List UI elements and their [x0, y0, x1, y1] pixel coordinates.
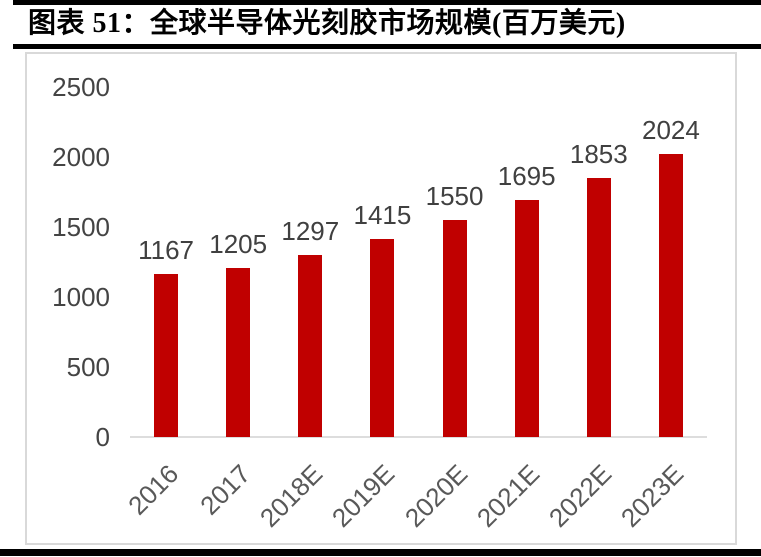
- y-tick-label: 0: [95, 422, 110, 452]
- y-tick-label: 2000: [52, 142, 110, 172]
- bar: [658, 153, 683, 437]
- bar: [370, 238, 395, 437]
- bar-value-label: 1695: [497, 160, 556, 191]
- bar-value-label: 1297: [281, 216, 340, 247]
- bar: [586, 177, 611, 437]
- bottom-rule: [0, 549, 761, 556]
- bar-value-label: 1415: [353, 199, 412, 230]
- figure-title: 图表 51：全球半导体光刻胶市场规模(百万美元): [28, 8, 626, 39]
- bar: [514, 199, 539, 437]
- x-axis-line: [130, 436, 707, 438]
- y-tick-label: 500: [66, 352, 110, 382]
- y-tick-label: 2500: [52, 72, 110, 102]
- y-tick-label: 1500: [52, 212, 110, 242]
- bar: [154, 273, 179, 437]
- y-tick-label: 1000: [52, 282, 110, 312]
- title-divider-rule: [13, 44, 761, 49]
- bar-value-label: 1205: [209, 229, 268, 260]
- bar-value-label: 1853: [569, 138, 628, 169]
- bar-value-label: 1550: [425, 181, 484, 211]
- top-rule: [13, 0, 761, 5]
- bar: [442, 220, 467, 437]
- bar: [298, 255, 323, 437]
- bar-value-label: 2024: [642, 114, 700, 145]
- bar-value-label: 1167: [138, 234, 195, 265]
- bar: [226, 268, 251, 437]
